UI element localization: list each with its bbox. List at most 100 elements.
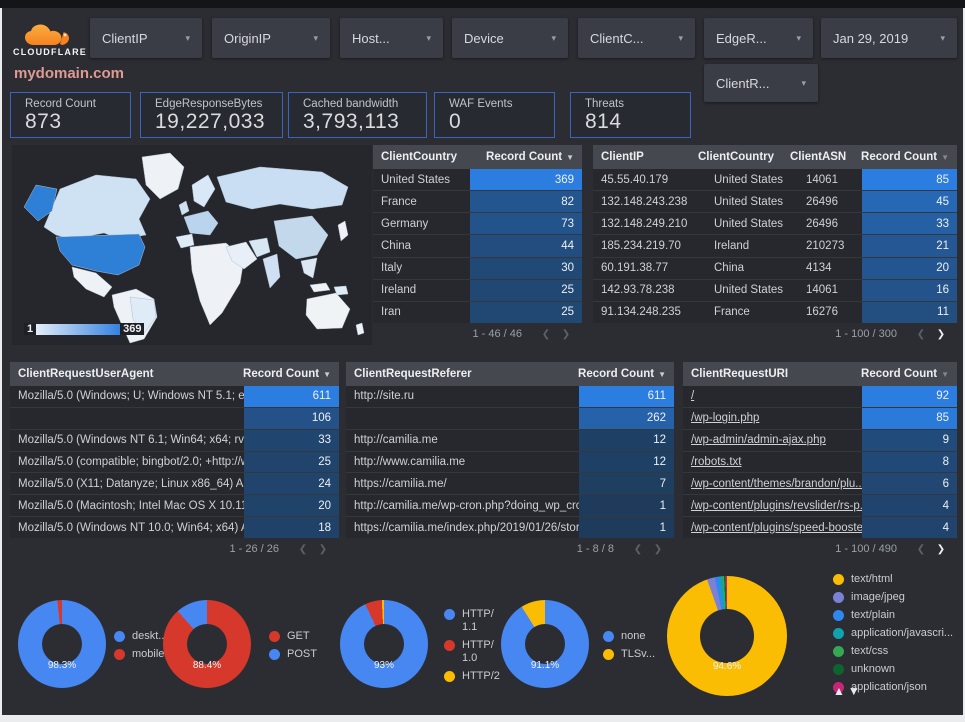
scorecard-cached-bandwidth: Cached bandwidth 3,793,113	[288, 92, 427, 138]
cell[interactable]: /wp-login.php	[691, 412, 760, 425]
column-header[interactable]: ClientRequestUserAgent	[18, 368, 154, 380]
cell[interactable]: /wp-admin/admin-ajax.php	[691, 434, 826, 447]
sort-icon[interactable]: ▼	[566, 153, 574, 162]
record-count-cell: 44	[470, 235, 582, 257]
column-header[interactable]: Record Count ▼	[578, 368, 666, 380]
cell: United States	[714, 195, 784, 208]
table-row: Germany 73	[373, 213, 582, 236]
cell: Mozilla/5.0 (Macintosh; Intel Mac OS X 1…	[18, 499, 244, 512]
donut-http-protocol[interactable]: 93%	[340, 600, 428, 688]
donut-percent-label: 93%	[373, 660, 394, 671]
column-header[interactable]: Record Count ▼	[861, 368, 949, 380]
column-header[interactable]: ClientCountry	[698, 151, 775, 163]
table-row: http://camilia.me/wp-cron.php?doing_wp_c…	[346, 495, 674, 518]
table-row: Iran 25	[373, 301, 582, 323]
cell[interactable]: /robots.txt	[691, 456, 742, 468]
legend-color-dot	[269, 631, 280, 642]
table-header-row: ClientIP ClientCountry ClientASN Record Cou…	[593, 145, 957, 169]
cell: 142.93.78.238	[601, 284, 675, 297]
table-client-request-user-agent: ClientRequestUserAgent Record Count ▼ Mozil…	[10, 362, 339, 560]
table-header-row: ClientCountry Record Count ▼	[373, 145, 582, 169]
legend-item[interactable]: text/plain	[833, 609, 953, 622]
table-body: Mozilla/5.0 (Windows; U; Windows NT 5.1;…	[10, 386, 339, 539]
next-page-icon: ❯	[653, 543, 663, 555]
record-count-cell: 4	[862, 495, 957, 517]
cell: http://camilia.me/wp-cron.php?doing_wp_c…	[354, 499, 579, 512]
column-header[interactable]: Record Count ▼	[486, 151, 574, 163]
filter-clientip[interactable]: ClientIP ▾	[90, 18, 202, 58]
legend-item[interactable]: text/html	[833, 573, 953, 586]
cloudflare-wordmark: CLOUDFLARE	[13, 46, 87, 57]
sort-icon[interactable]: ▼	[658, 370, 666, 379]
filter-host[interactable]: Host... ▾	[340, 18, 443, 58]
table-row: /wp-content/plugins/revslider/rs-p... 4	[683, 495, 957, 518]
legend-item[interactable]: TLSv...	[603, 648, 655, 661]
next-page-icon[interactable]: ❯	[936, 543, 946, 555]
scorecard-label: Threats	[585, 98, 624, 110]
filter-edger[interactable]: EdgeR... ▾	[704, 18, 813, 58]
sort-icon[interactable]: ▼	[323, 370, 331, 379]
cell: Mozilla/5.0 (Windows; U; Windows NT 5.1;…	[18, 390, 244, 403]
column-header[interactable]: ClientRequestReferer	[354, 368, 472, 380]
column-header[interactable]: Record Count ▼	[243, 368, 331, 380]
dashboard-canvas: CLOUDFLARE ClientIP ▾ OriginIP ▾ Host...…	[2, 8, 963, 715]
column-header[interactable]: Record Count ▼	[861, 151, 949, 163]
column-header[interactable]: ClientCountry	[381, 151, 458, 163]
filter-originip[interactable]: OriginIP ▾	[212, 18, 330, 58]
legend-item[interactable]: unknown	[833, 663, 953, 676]
donut-content-type[interactable]: 94.6%	[667, 576, 787, 696]
filter-clientr[interactable]: ClientR... ▾	[704, 64, 818, 102]
cell: Ireland	[714, 239, 750, 252]
legend-scroll-pager[interactable]: ▲▼	[833, 684, 863, 698]
cell[interactable]: /wp-content/themes/brandon/plu...	[691, 477, 862, 490]
table-row: Mozilla/5.0 (Macintosh; Intel Mac OS X 1…	[10, 495, 339, 518]
cell[interactable]: /wp-content/plugins/revslider/rs-p...	[691, 499, 862, 512]
record-count-cell: 73	[470, 213, 582, 235]
legend-item[interactable]: none	[603, 630, 655, 643]
column-header[interactable]: ClientIP	[601, 151, 644, 163]
pagination-range: 1 - 8 / 8	[576, 543, 614, 555]
donut-tls-version[interactable]: 91.1%	[501, 600, 589, 688]
record-count-cell: 45	[862, 191, 957, 213]
scorecard-threats: Threats 814	[570, 92, 691, 138]
cell[interactable]: /wp-content/plugins/speed-booste...	[691, 521, 862, 534]
cell[interactable]: /	[691, 390, 695, 403]
legend-scroll-down-icon[interactable]: ▼	[847, 684, 863, 698]
legend-label: text/html	[851, 573, 893, 585]
next-page-icon[interactable]: ❯	[936, 328, 946, 340]
previous-page-icon: ❮	[541, 328, 551, 340]
donut-device-type[interactable]: 98.3%	[18, 600, 106, 688]
cell: https://camilia.me/index.php/2019/01/26/…	[354, 521, 579, 534]
cell	[10, 408, 244, 429]
table-pagination: 1 - 100 / 490 ❮ ❯	[683, 538, 957, 560]
sort-icon[interactable]: ▼	[941, 153, 949, 162]
legend-item[interactable]: HTTP/2	[444, 670, 500, 683]
legend-item[interactable]: mobile	[114, 648, 167, 661]
legend-item[interactable]: application/json	[833, 681, 953, 694]
date-range-filter[interactable]: Jan 29, 2019 ▾	[821, 18, 957, 58]
cell: 132.148.249.210	[601, 217, 688, 230]
table-row: 91.134.248.235 France 16276 11	[593, 301, 957, 323]
legend-item[interactable]: application/javascri...	[833, 627, 953, 640]
legend-item[interactable]: HTTP/ 1.1	[444, 608, 500, 634]
legend-item[interactable]: image/jpeg	[833, 591, 953, 604]
legend-item[interactable]: GET	[269, 630, 317, 643]
legend-color-dot	[444, 671, 455, 682]
filter-device[interactable]: Device ▾	[452, 18, 568, 58]
legend-item[interactable]: text/css	[833, 645, 953, 658]
donut-percent-label: 91.1%	[530, 660, 560, 671]
record-count-cell: 16	[862, 279, 957, 301]
pagination-range: 1 - 46 / 46	[472, 328, 522, 340]
legend-scroll-up-icon[interactable]: ▲	[833, 684, 848, 698]
donut-request-method[interactable]: 88.4%	[163, 600, 251, 688]
filter-clientc[interactable]: ClientC... ▾	[578, 18, 695, 58]
column-header[interactable]: ClientRequestURI	[691, 368, 789, 380]
column-header[interactable]: ClientASN	[790, 151, 847, 163]
world-map-choropleth[interactable]: 1 369	[12, 145, 372, 345]
sort-icon[interactable]: ▼	[941, 370, 949, 379]
legend-item[interactable]: deskt...	[114, 630, 167, 643]
cell: France	[381, 195, 417, 208]
legend-item[interactable]: POST	[269, 648, 317, 661]
legend-label: text/plain	[851, 609, 896, 621]
legend-item[interactable]: HTTP/ 1.0	[444, 639, 500, 665]
